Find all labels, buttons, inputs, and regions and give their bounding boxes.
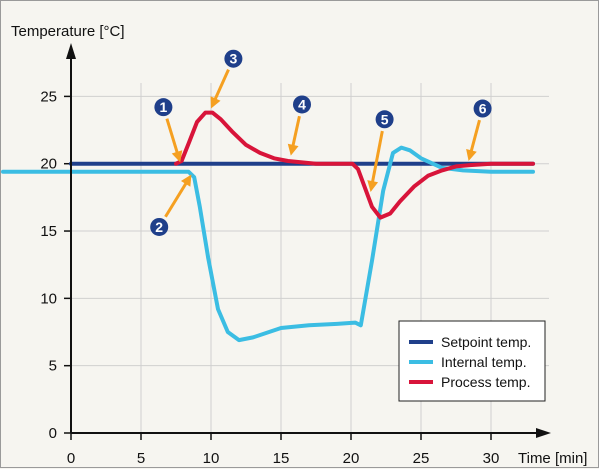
annotation-marker: [293, 95, 311, 114]
annotation-marker: [375, 110, 394, 129]
y-tick-label: 25: [40, 88, 57, 105]
annotation-marker-label: 5: [381, 111, 389, 127]
legend-label-process: Process temp.: [441, 374, 530, 390]
annotation-marker: [224, 49, 243, 68]
x-tick-label: 0: [67, 450, 75, 467]
y-tick-label: 10: [40, 290, 57, 307]
series-lines: [1, 110, 535, 343]
x-tick-label: 15: [273, 450, 290, 467]
annotation-arrow-head: [210, 96, 221, 109]
x-tick-label: 30: [483, 450, 500, 467]
annotations: 1 2 3 4 5 6: [150, 49, 492, 236]
annotation-arrow-head: [171, 150, 183, 163]
annotation-arrow-line: [213, 69, 230, 101]
legend: Setpoint temp. Internal temp. Process te…: [398, 320, 546, 402]
legend-label-setpoint: Setpoint temp.: [441, 334, 531, 350]
annotation-arrow-line: [291, 115, 301, 148]
process-temp-line: [174, 110, 535, 220]
annotation-arrow-line: [370, 130, 384, 184]
y-axis-title: Temperature [°C]: [11, 23, 125, 40]
annotation-arrow-line: [164, 181, 188, 218]
annotation-arrow-head: [180, 174, 192, 187]
y-tick-label: 15: [40, 223, 57, 240]
annotation-marker: [473, 99, 492, 118]
x-axis-title: Time [min]: [518, 450, 587, 467]
annotation-marker-label: 3: [230, 51, 238, 67]
y-tick-label: 20: [40, 156, 57, 173]
annotation-marker-label: 4: [298, 96, 306, 112]
annotation-arrow-line: [165, 118, 180, 155]
annotation-marker-label: 2: [155, 219, 163, 235]
y-tick-label: 5: [49, 358, 57, 375]
axes: [66, 43, 551, 438]
x-tick-label: 10: [203, 450, 220, 467]
y-axis-arrow: [66, 43, 76, 59]
annotation-arrow-head: [287, 143, 299, 156]
x-tick-label: 20: [343, 450, 360, 467]
annotation-marker: [154, 98, 173, 117]
annotation-marker: [150, 217, 169, 236]
annotation-marker-label: 6: [479, 101, 487, 117]
x-tick-label: 25: [413, 450, 430, 467]
internal-temp-line: [1, 145, 535, 343]
annotation-arrow-head: [466, 148, 477, 162]
annotation-arrow-line: [469, 119, 481, 153]
annotation-arrow-head: [367, 180, 379, 192]
y-tick-label: 0: [49, 425, 57, 442]
legend-label-internal: Internal temp.: [441, 354, 527, 370]
x-tick-label: 5: [137, 450, 145, 467]
annotation-marker-label: 1: [160, 99, 168, 115]
x-axis-arrow: [536, 428, 551, 438]
